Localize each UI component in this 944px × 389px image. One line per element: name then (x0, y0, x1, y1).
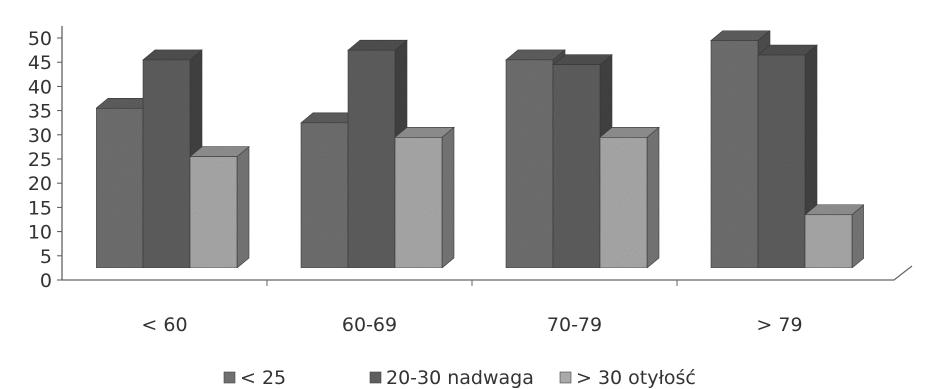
bar-side (851, 204, 865, 269)
legend-label: < 25 (240, 367, 286, 389)
legend-swatch (559, 371, 572, 384)
legend-entry: < 25 (223, 367, 286, 389)
bar-front (300, 122, 349, 269)
bar-side (236, 146, 250, 269)
x-tick-label: 60-69 (342, 314, 397, 336)
y-tick-label: 50 (28, 28, 52, 50)
bars-layer (95, 29, 865, 269)
legend: < 25 20-30 nadwaga > 30 otyłość (223, 367, 696, 389)
x-tick-label: < 60 (141, 314, 187, 336)
legend-swatch (223, 371, 236, 384)
legend-entry: > 30 otyłość (559, 367, 696, 389)
y-tick-label: 45 (28, 52, 52, 74)
bar-front (757, 54, 806, 269)
bar (189, 146, 250, 269)
bar (394, 126, 455, 269)
y-tick-label: 0 (40, 270, 52, 292)
bar (804, 204, 865, 269)
bar (757, 44, 818, 269)
bar-front (505, 59, 554, 269)
bar-front (710, 40, 759, 269)
legend-label: > 30 otyłość (576, 367, 696, 389)
bar-front (599, 137, 648, 269)
y-tick-label: 5 (40, 246, 52, 268)
y-tick-label: 35 (28, 101, 52, 123)
bar-side (441, 126, 455, 269)
y-tick-label: 20 (28, 173, 52, 195)
bar-front (804, 214, 853, 269)
bar (347, 39, 408, 269)
x-tick-label: > 79 (756, 314, 802, 336)
legend-entry: 20-30 nadwaga (369, 367, 534, 389)
bar-front (189, 156, 238, 269)
bar-front (347, 49, 396, 269)
legend-label: 20-30 nadwaga (386, 367, 534, 389)
y-tick-label: 25 (28, 149, 52, 171)
bar-front (552, 64, 601, 269)
bar (599, 126, 660, 269)
legend-swatch (369, 371, 382, 384)
bar-front (142, 59, 191, 269)
x-axis-floor (62, 265, 913, 281)
bar-front (95, 107, 144, 269)
y-tick-label: 40 (28, 76, 52, 98)
category-labels: < 60 60-69 70-79 > 79 (141, 314, 802, 336)
y-tick-label: 15 (28, 197, 52, 219)
y-tick-label: 30 (28, 125, 52, 147)
bar-front (394, 137, 443, 269)
x-tick-label: 70-79 (547, 314, 602, 336)
bar-side (646, 126, 660, 269)
y-tick-label: 10 (28, 222, 52, 244)
